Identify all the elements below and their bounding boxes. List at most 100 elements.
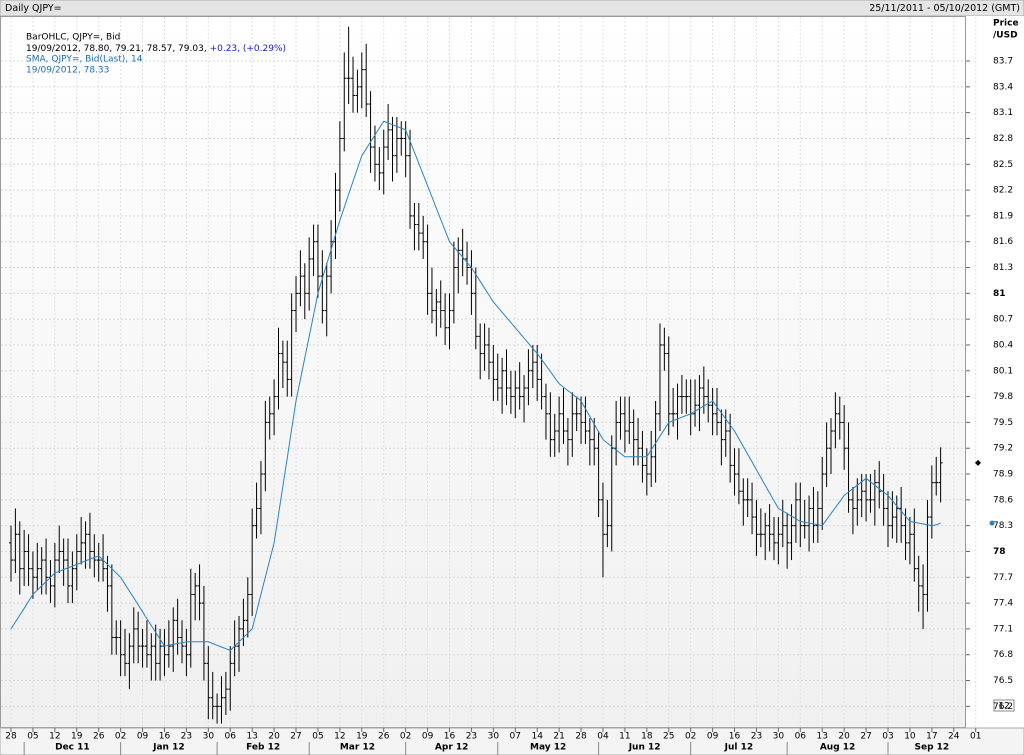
month-label: Jan 12	[152, 743, 185, 753]
x-tick-label: 27	[290, 732, 301, 742]
month-label: Dec 11	[55, 743, 90, 753]
x-tick-label: 13	[816, 732, 827, 742]
x-tick-label: 24	[948, 732, 960, 742]
x-tick-label: 05	[312, 732, 323, 742]
date-range: 25/11/2011 - 05/10/2012 (GMT)	[869, 3, 1020, 14]
y-tick-label: 78	[993, 547, 1006, 557]
x-tick-label: 11	[619, 732, 630, 742]
y-tick-label: 76.5	[993, 676, 1013, 686]
x-tick-label: 16	[729, 732, 741, 742]
legend-ohlc-values: 19/09/2012, 78.80, 79.21, 78.57, 79.03,	[26, 44, 207, 54]
legend-sma-title: SMA, QJPY=, Bid(Last), 14	[26, 55, 143, 65]
y-tick-label: 80.7	[993, 315, 1013, 325]
month-label: Aug 12	[820, 743, 855, 753]
x-tick-label: 26	[93, 732, 105, 742]
x-tick-label: 20	[268, 732, 280, 742]
month-label: Jun 12	[628, 743, 661, 753]
legend-ohlc-line: 19/09/2012, 78.80, 79.21, 78.57, 79.03, …	[26, 44, 286, 54]
month-label: Mar 12	[340, 743, 375, 753]
x-tick-label: 05	[27, 732, 38, 742]
x-tick-label: 02	[685, 732, 696, 742]
y-tick-label: 83.4	[993, 82, 1013, 92]
x-tick-label: 16	[444, 732, 456, 742]
x-tick-label: 19	[71, 732, 83, 742]
y-tick-label: 79.2	[993, 444, 1013, 454]
y-tick-label: 81	[993, 289, 1006, 299]
y-tick-label: 81.6	[993, 237, 1013, 247]
y-tick-label: 76.8	[993, 650, 1013, 660]
y-tick-label: 79.8	[993, 392, 1013, 402]
x-tick-label: 28	[5, 732, 17, 742]
last-close-marker	[975, 459, 981, 466]
x-tick-label: 30	[488, 732, 500, 742]
legend-sma-values: 19/09/2012, 78.33	[26, 66, 109, 76]
x-tick-label: 26	[378, 732, 390, 742]
x-tick-label: 20	[838, 732, 850, 742]
y-tick-label: 78.9	[993, 470, 1013, 480]
x-tick-label: 06	[795, 732, 807, 742]
y-tick-label: 80.4	[993, 340, 1013, 350]
x-tick-label: 13	[246, 732, 257, 742]
x-tick-label: 12	[49, 732, 60, 742]
month-label: Apr 12	[435, 743, 469, 753]
x-tick-label: 28	[575, 732, 587, 742]
x-tick-label: 04	[597, 732, 609, 742]
x-tick-label: 23	[181, 732, 192, 742]
y-tick-label: 83.7	[993, 57, 1013, 67]
y-tick-label: 77.1	[993, 624, 1013, 634]
y-tick-label: 82.8	[993, 134, 1013, 144]
zoom-label[interactable]: 12	[998, 702, 1009, 712]
x-tick-label: 27	[860, 732, 871, 742]
y-tick-label: 83.1	[993, 108, 1013, 118]
x-tick-label: 09	[707, 732, 719, 742]
x-tick-label: 25	[663, 732, 674, 742]
x-tick-label: 02	[115, 732, 126, 742]
y-axis-title: Price	[993, 19, 1019, 29]
y-tick-label: 78.6	[993, 495, 1013, 505]
x-tick-label: 23	[751, 732, 762, 742]
y-tick-label: 76.2	[993, 702, 1013, 712]
plot: 76.2 76.5 76.8 77.1 77.4 77.7 78 78.3 78.6 78.9 79…	[1, 17, 1013, 755]
legend-ohlc-change: +0.23, (+0.29%)	[210, 44, 286, 54]
month-label: May 12	[530, 743, 566, 753]
x-tick-label: 18	[641, 732, 653, 742]
x-tick-label: 30	[773, 732, 785, 742]
y-axis-unit: /USD	[993, 31, 1018, 41]
x-tick-label: 07	[510, 732, 521, 742]
sma-line	[10, 120, 941, 651]
x-tick-label: 03	[882, 732, 893, 742]
month-label: Sep 12	[915, 743, 950, 753]
x-tick-label: 09	[137, 732, 149, 742]
x-tick-label: 23	[466, 732, 477, 742]
x-tick-label: 01	[970, 732, 981, 742]
x-tick-label: 14	[531, 732, 543, 742]
y-tick-label: 78.3	[993, 521, 1013, 531]
x-tick-label: 30	[203, 732, 215, 742]
month-label: Jul 12	[724, 743, 754, 753]
x-tick-label: 09	[422, 732, 434, 742]
x-tick-label: 17	[926, 732, 937, 742]
y-tick-label: 77.4	[993, 599, 1013, 609]
x-tick-label: 16	[159, 732, 171, 742]
y-tick-label: 79.5	[993, 418, 1013, 428]
x-tick-label: 10	[904, 732, 916, 742]
y-tick-label: 82.2	[993, 186, 1013, 196]
zoom-box[interactable]	[993, 699, 1015, 712]
x-tick-label: 12	[334, 732, 345, 742]
x-tick-label: 06	[225, 732, 237, 742]
month-label: Feb 12	[246, 743, 280, 753]
y-tick-label: 77.7	[993, 573, 1013, 583]
last-sma-marker	[989, 520, 995, 526]
y-tick-label: 81.9	[993, 211, 1013, 221]
chart-title: Daily QJPY=	[5, 3, 62, 14]
x-tick-label: 19	[356, 732, 368, 742]
y-tick-label: 80.1	[993, 366, 1013, 376]
legend-ohlc-title: BarOHLC, QJPY=, Bid	[26, 33, 120, 43]
x-axis-panel	[0, 727, 1024, 755]
x-tick-label: 21	[553, 732, 564, 742]
plot-area	[0, 16, 966, 728]
x-tick-label: 02	[400, 732, 411, 742]
y-tick-label: 82.5	[993, 160, 1013, 170]
